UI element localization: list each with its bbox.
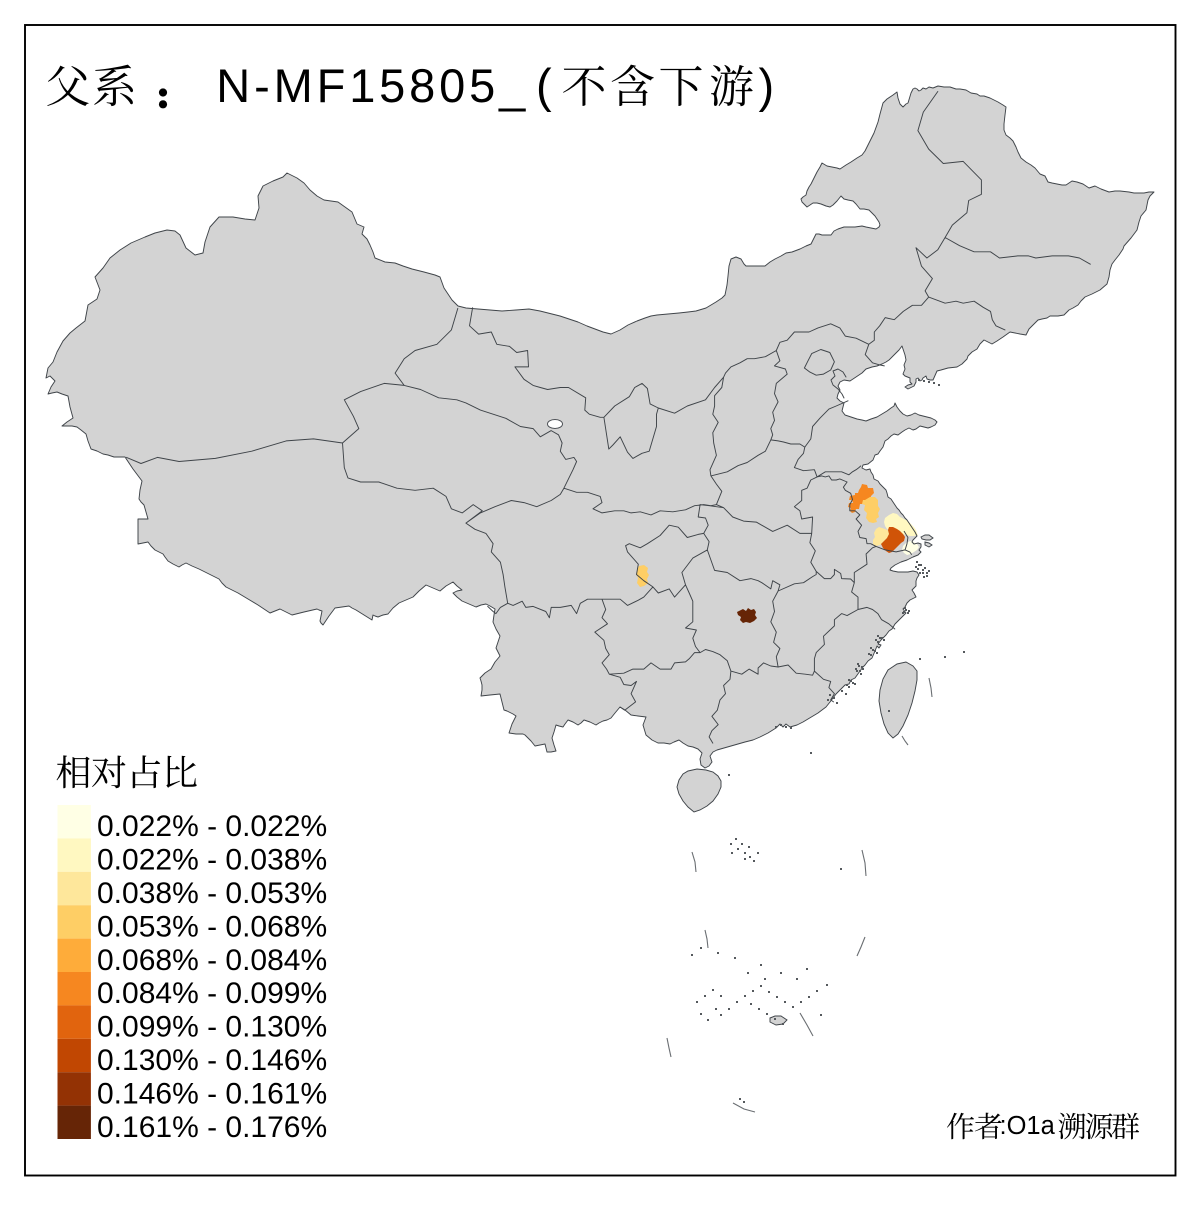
svg-text:0.130% - 0.146%: 0.130% - 0.146% xyxy=(97,1044,327,1077)
svg-text:0.022% - 0.022%: 0.022% - 0.022% xyxy=(97,810,327,843)
svg-text:0.022% - 0.038%: 0.022% - 0.038% xyxy=(97,844,327,877)
svg-text:0.068% - 0.084%: 0.068% - 0.084% xyxy=(97,944,327,977)
svg-text:0.099% - 0.130%: 0.099% - 0.130% xyxy=(97,1011,327,1044)
svg-text:): ) xyxy=(759,59,775,112)
svg-text:0.146% - 0.161%: 0.146% - 0.161% xyxy=(97,1077,327,1110)
svg-text:0.053% - 0.068%: 0.053% - 0.068% xyxy=(97,910,327,943)
svg-text:N-MF15805_: N-MF15805_ xyxy=(216,59,526,112)
svg-text::O1a: :O1a xyxy=(1000,1112,1056,1140)
svg-text:0.161% - 0.176%: 0.161% - 0.176% xyxy=(97,1111,327,1144)
svg-text:0.038% - 0.053%: 0.038% - 0.053% xyxy=(97,877,327,910)
svg-text:(: ( xyxy=(536,59,552,112)
svg-text:0.084% - 0.099%: 0.084% - 0.099% xyxy=(97,977,327,1010)
